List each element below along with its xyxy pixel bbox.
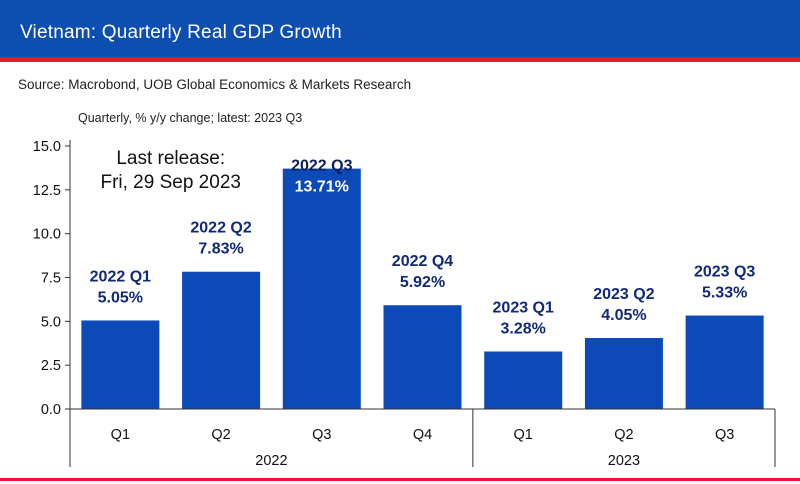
data-label-value: 5.33% <box>702 285 747 302</box>
bar <box>484 351 563 409</box>
x-axis: Q1 Q2 Q3 Q4 Q1 Q2 Q3 2022 2023 <box>69 408 776 469</box>
group-label: 2023 <box>608 453 640 469</box>
bar <box>584 337 663 409</box>
y-tick-label: 12.5 <box>33 183 61 199</box>
data-label-value: 4.05% <box>601 307 646 324</box>
x-tick-label: Q1 <box>111 427 130 443</box>
annotation-line: Fri, 29 Sep 2023 <box>100 172 240 193</box>
x-tick-label: Q3 <box>715 427 734 443</box>
gdp-bar-chart: Quarterly, % y/y change; latest: 2023 Q3… <box>33 111 776 469</box>
data-label-value: 5.05% <box>98 289 143 306</box>
data-label-value: 7.83% <box>198 241 243 258</box>
data-label-period: 2023 Q2 <box>593 286 654 303</box>
data-label-period: 2022 Q2 <box>190 220 251 237</box>
bar <box>282 168 361 409</box>
data-label-period: 2023 Q1 <box>493 299 554 316</box>
bar <box>81 320 160 409</box>
header-red-stripe <box>0 57 800 62</box>
bar <box>383 305 462 409</box>
data-label-value: 3.28% <box>501 320 546 337</box>
group-label: 2022 <box>255 453 287 469</box>
bar <box>685 315 764 409</box>
data-label-period: 2022 Q4 <box>392 253 453 270</box>
release-annotation: Last release: Fri, 29 Sep 2023 <box>100 148 240 193</box>
x-tick-label: Q2 <box>614 427 633 443</box>
y-tick-label: 10.0 <box>33 227 61 243</box>
chart-title: Vietnam: Quarterly Real GDP Growth <box>20 22 342 43</box>
chart-subtitle: Quarterly, % y/y change; latest: 2023 Q3 <box>78 111 302 125</box>
y-axis: 0.0 2.5 5.0 7.5 10.0 12.5 15.0 <box>33 139 71 418</box>
footer-red-stripe <box>0 478 800 481</box>
bars: 2022 Q1 5.05% 2022 Q2 7.83% 2022 Q3 13.71% 202… <box>81 158 764 409</box>
data-label-period: 2022 Q1 <box>90 268 151 285</box>
y-tick-label: 2.5 <box>41 358 61 374</box>
data-label-period: 2022 Q3 <box>291 158 352 175</box>
y-tick-label: 15.0 <box>33 139 61 155</box>
header-banner: Vietnam: Quarterly Real GDP Growth <box>0 0 800 62</box>
y-tick-label: 5.0 <box>41 314 61 330</box>
y-tick-label: 7.5 <box>41 271 61 287</box>
data-label-period: 2023 Q3 <box>694 264 755 281</box>
x-tick-label: Q4 <box>413 427 432 443</box>
bar <box>182 271 261 409</box>
source-note: Source: Macrobond, UOB Global Economics … <box>18 77 412 92</box>
annotation-line: Last release: <box>116 148 225 169</box>
x-tick-label: Q2 <box>211 427 230 443</box>
x-tick-label: Q1 <box>514 427 533 443</box>
data-label-value: 13.71% <box>295 179 349 196</box>
data-label-value: 5.92% <box>400 274 445 291</box>
y-tick-label: 0.0 <box>41 402 61 418</box>
x-tick-label: Q3 <box>312 427 331 443</box>
